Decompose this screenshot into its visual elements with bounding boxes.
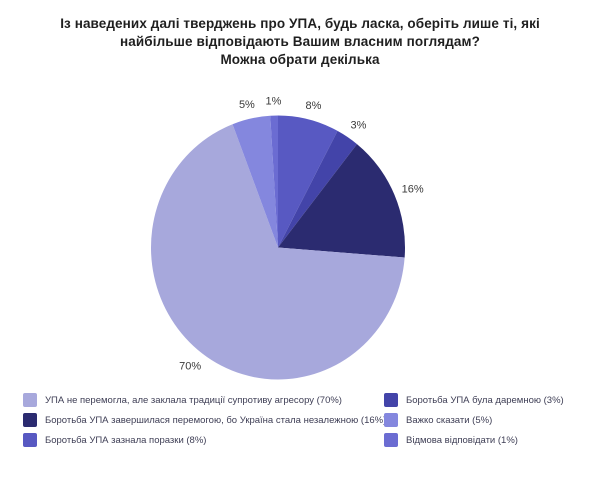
chart-title-line: найбільше відповідають Вашим власним пог… [120,34,480,49]
legend-swatch [23,433,37,447]
pie-slice-1pct[interactable] [270,115,278,248]
pie-slice-3pct[interactable] [278,130,357,248]
legend-label: Боротьба УПА зазнала поразки (8%) [45,434,207,446]
legend-label: Боротьба УПА завершилася перемогою, бо У… [45,414,387,426]
legend-item: УПА не перемогла, але заклала традиції с… [23,393,378,407]
pie-slice-8pct[interactable] [278,115,338,248]
legend-label: Боротьба УПА була даремною (3%) [406,394,564,406]
legend-item: Відмова відповідати (1%) [384,433,594,447]
legend-swatch [384,433,398,447]
chart-title-line: Із наведених далі тверджень про УПА, буд… [60,16,540,31]
legend-item: Важко сказати (5%) [384,413,594,427]
chart-title-line: Можна обрати декілька [220,52,380,67]
legend-item: Боротьба УПА завершилася перемогою, бо У… [23,413,386,427]
legend-column-right: Боротьба УПА була даремною (3%) Важко ск… [384,393,594,453]
slice-value-label: 3% [351,120,367,132]
pie-slice-5pct[interactable] [232,115,278,248]
legend-label: УПА не перемогла, але заклала традиції с… [45,394,342,406]
slice-value-label: 1% [266,96,282,108]
chart-title: Із наведених далі тверджень про УПА, буд… [0,15,600,69]
legend-item: Боротьба УПА зазнала поразки (8%) [23,433,378,447]
legend-swatch [384,393,398,407]
slice-value-label: 16% [402,184,424,196]
slice-value-label: 70% [179,360,201,372]
slice-value-label: 8% [306,100,322,112]
legend-swatch [384,413,398,427]
legend-column-left: УПА не перемогла, але заклала традиції с… [23,393,386,453]
legend-label: Відмова відповідати (1%) [406,434,518,446]
pie-slice-16pct[interactable] [278,144,405,258]
legend-swatch [23,393,37,407]
legend-item: Боротьба УПА була даремною (3%) [384,393,594,407]
legend-label: Важко сказати (5%) [406,414,493,426]
legend-swatch [23,413,37,427]
slice-value-label: 5% [239,99,255,111]
pie-slice-70pct[interactable] [150,124,405,380]
